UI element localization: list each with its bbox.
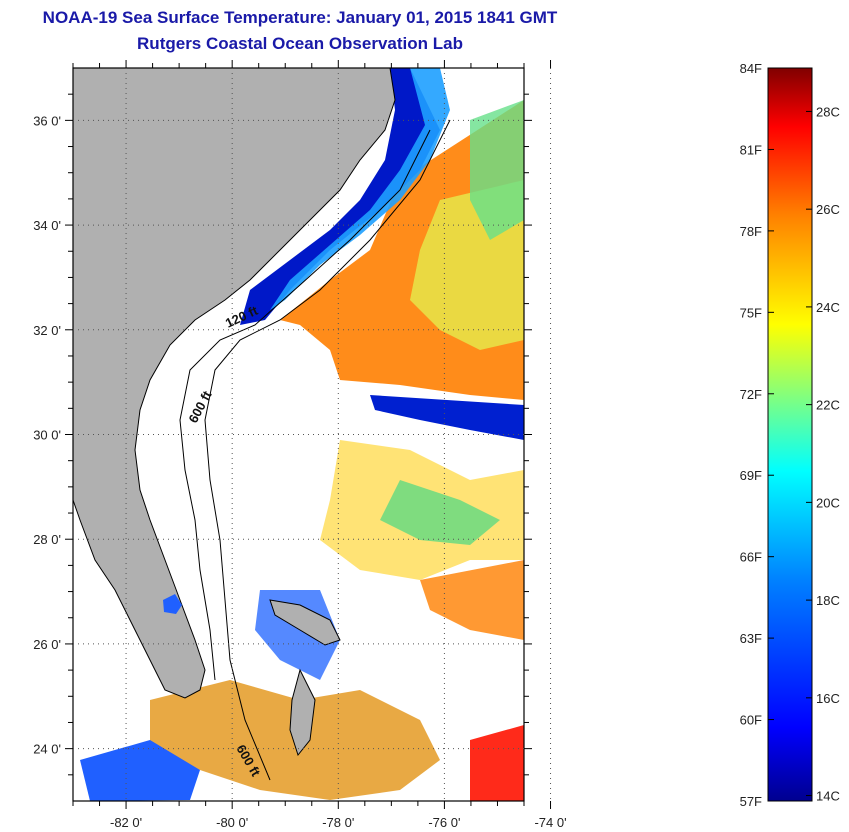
lat-label: 26 0' <box>33 637 61 652</box>
colorbar-c-label: 14C <box>816 789 840 804</box>
offshore-green-water <box>470 100 524 240</box>
lon-label: -82 0' <box>110 815 142 830</box>
longitude-labels: -82 0' -80 0' -78 0' -76 0' -74 0' <box>110 815 567 830</box>
lon-label: -76 0' <box>428 815 460 830</box>
south-red-water <box>470 725 524 801</box>
lat-label: 30 0' <box>33 428 61 443</box>
colorbar-fahrenheit-labels: 84F 81F 78F 75F 72F 69F 66F 63F 60F 57F <box>740 61 774 809</box>
map-area <box>73 68 524 801</box>
map-subtitle: Rutgers Coastal Ocean Observation Lab <box>137 34 463 53</box>
colorbar-celsius-labels: 28C 26C 24C 22C 20C 18C 16C 14C <box>806 104 840 804</box>
colorbar <box>767 67 813 802</box>
latitude-labels: 36 0' 34 0' 32 0' 30 0' 28 0' 26 0' 24 0' <box>33 113 61 756</box>
lake-okeechobee <box>163 594 182 614</box>
colorbar-f-label: 63F <box>740 631 762 646</box>
colorbar-c-label: 24C <box>816 300 840 315</box>
cold-coastal-water <box>240 68 440 325</box>
map-title: NOAA-19 Sea Surface Temperature: January… <box>42 8 558 27</box>
lat-label: 32 0' <box>33 323 61 338</box>
colorbar-c-label: 16C <box>816 691 840 706</box>
graticule <box>65 60 552 809</box>
colorbar-f-label: 69F <box>740 468 762 483</box>
colorbar-c-label: 20C <box>816 495 840 510</box>
colorbar-f-label: 57F <box>740 794 762 809</box>
lat-label: 34 0' <box>33 218 61 233</box>
colorbar-f-label: 72F <box>740 387 762 402</box>
colorbar-f-label: 81F <box>740 142 762 157</box>
colorbar-c-label: 22C <box>816 398 840 413</box>
colorbar-c-label: 26C <box>816 202 840 217</box>
lon-label: -80 0' <box>216 815 248 830</box>
cold-filament <box>370 395 524 440</box>
lon-label: -74 0' <box>534 815 566 830</box>
lat-label: 24 0' <box>33 742 61 757</box>
colorbar-c-label: 18C <box>816 593 840 608</box>
colorbar-f-label: 84F <box>740 61 762 76</box>
colorbar-f-label: 75F <box>740 305 762 320</box>
colorbar-c-label: 28C <box>816 104 840 119</box>
colorbar-f-label: 78F <box>740 224 762 239</box>
colorbar-f-label: 66F <box>740 550 762 565</box>
lat-label: 36 0' <box>33 113 61 128</box>
bahamas-island-1 <box>289 668 316 757</box>
south-cold-water <box>80 740 200 801</box>
lon-label: -78 0' <box>322 815 354 830</box>
cold-shelf-water <box>270 68 450 310</box>
contour-600ft <box>204 119 451 781</box>
lat-label: 28 0' <box>33 532 61 547</box>
colorbar-f-label: 60F <box>740 713 762 728</box>
contour-120ft <box>179 129 431 681</box>
mid-green-water <box>380 480 500 545</box>
bahamas-island-2 <box>269 599 341 646</box>
mid-orange-water <box>420 560 524 640</box>
